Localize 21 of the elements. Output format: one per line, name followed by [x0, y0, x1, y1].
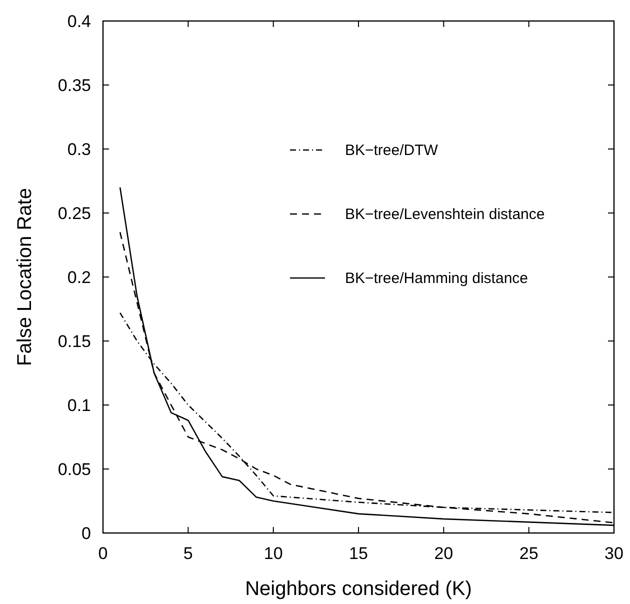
- x-tick-label: 25: [519, 544, 538, 563]
- legend-label: BK−tree/Levenshtein distance: [345, 206, 545, 223]
- x-tick-label: 15: [349, 544, 368, 563]
- y-tick-label: 0.15: [58, 332, 91, 351]
- x-tick-label: 5: [183, 544, 193, 563]
- y-tick-label: 0.35: [58, 76, 91, 95]
- legend-label: BK−tree/Hamming distance: [345, 270, 528, 287]
- x-tick-label: 20: [434, 544, 454, 563]
- y-tick-label: 0.3: [67, 140, 91, 159]
- x-tick-label: 0: [98, 544, 108, 563]
- x-axis-title: Neighbors considered (K): [245, 578, 472, 600]
- x-tick-label: 30: [604, 544, 624, 563]
- y-tick-label: 0.4: [67, 12, 91, 31]
- x-tick-label: 10: [264, 544, 283, 563]
- y-tick-label: 0: [82, 524, 91, 543]
- legend-label: BK−tree/DTW: [345, 142, 439, 159]
- y-tick-label: 0.2: [67, 268, 91, 287]
- y-tick-label: 0.25: [58, 204, 91, 223]
- y-axis-title: False Location Rate: [14, 188, 36, 366]
- y-tick-label: 0.05: [58, 460, 91, 479]
- y-tick-label: 0.1: [67, 396, 91, 415]
